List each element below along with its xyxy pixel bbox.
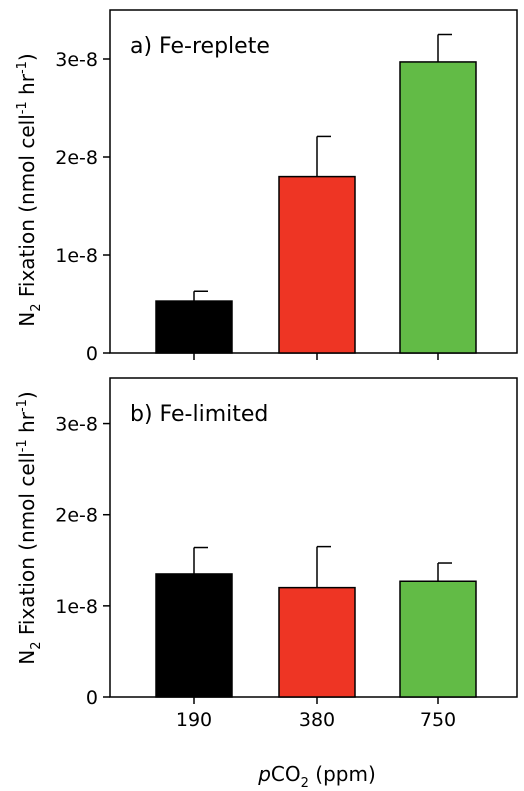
y-tick-label-a-2: 2e-8 xyxy=(55,147,98,169)
y-tick-label-a-3: 3e-8 xyxy=(55,49,98,71)
y-axis-title-a: N2 Fixation (nmol cell-1 hr-1) xyxy=(15,53,44,327)
y-tick-label-b-0: 0 xyxy=(86,687,98,709)
bar-a-380 xyxy=(278,175,356,354)
x-axis-title: pCO2 (ppm) xyxy=(257,762,376,791)
y-tick-label-b-2: 2e-8 xyxy=(55,505,98,527)
y-tick-label-a-0: 0 xyxy=(86,343,98,365)
x-tick-label-380: 380 xyxy=(299,709,335,731)
panel-a: a) Fe-replete 0 1e-8 2e-8 3e-8 xyxy=(55,9,518,365)
x-tick-label-750: 750 xyxy=(420,709,456,731)
y-tick-label-b-1: 1e-8 xyxy=(55,596,98,618)
y-axis-title-b: N2 Fixation (nmol cell-1 hr-1) xyxy=(15,391,44,665)
bar-b-190 xyxy=(155,573,233,698)
panel-label-a: a) Fe-replete xyxy=(130,34,270,59)
x-tick-label-190: 190 xyxy=(176,709,212,731)
panel-b: b) Fe-limited 0 1e-8 2e-8 3e-8 190 380 750 xyxy=(55,377,518,731)
y-tick-label-a-1: 1e-8 xyxy=(55,245,98,267)
panel-label-b: b) Fe-limited xyxy=(130,402,268,427)
bar-b-750 xyxy=(399,580,477,698)
bar-b-380 xyxy=(278,586,356,698)
y-tick-label-b-3: 3e-8 xyxy=(55,414,98,436)
bar-a-190 xyxy=(155,300,233,354)
bar-a-750 xyxy=(399,61,477,354)
